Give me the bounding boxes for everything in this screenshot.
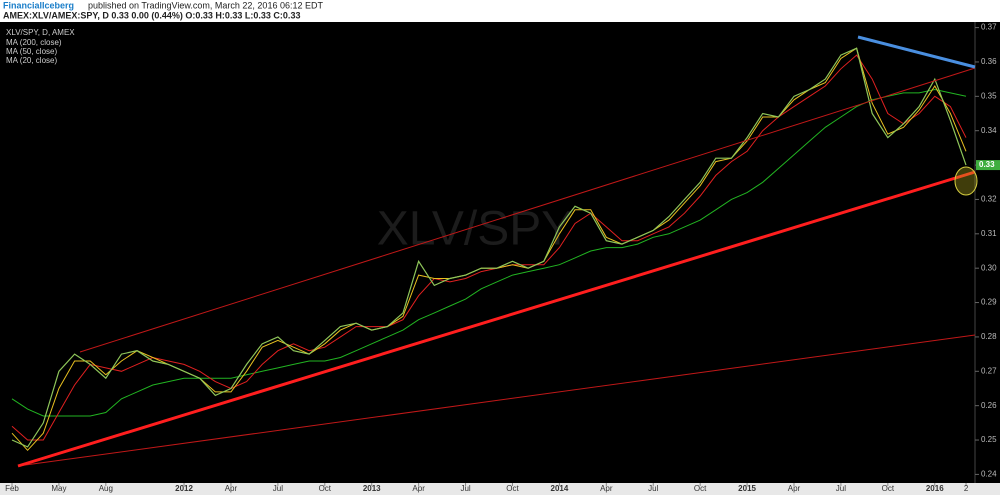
plot-area	[0, 22, 1000, 483]
x-tick-label: Oct	[319, 484, 332, 493]
y-tick-label: 0.36	[981, 57, 997, 66]
x-tick-label: Aug	[99, 484, 113, 493]
published: published on TradingView.com, March 22, …	[88, 0, 323, 10]
y-tick-label: 0.29	[981, 298, 997, 307]
x-tick-label: 2012	[175, 484, 193, 493]
ma-line	[11, 54, 967, 441]
header-bar	[0, 0, 1000, 22]
legend-entry: MA (50, close)	[6, 47, 57, 56]
y-tick-label: 0.34	[981, 126, 997, 135]
quote: AMEX:XLV/AMEX:SPY, D 0.33 0.00 (0.44%) O…	[3, 10, 300, 20]
y-tick-label: 0.35	[981, 91, 997, 100]
y-tick-label: 0.32	[981, 195, 997, 204]
y-tick-label: 0.37	[981, 23, 997, 32]
x-tick-label: 2015	[738, 484, 756, 493]
x-tick-label: Oct	[694, 484, 707, 493]
y-tick-label: 0.26	[981, 401, 997, 410]
legend-entry: MA (200, close)	[6, 38, 62, 47]
x-tick-label: Jul	[836, 484, 846, 493]
trend-line	[17, 170, 976, 468]
x-tick-label: Feb	[5, 484, 19, 493]
x-tick-label: 2	[964, 484, 969, 493]
x-tick-label: May	[51, 484, 66, 493]
ma-line	[11, 88, 967, 417]
x-axis-bar	[0, 483, 1000, 495]
x-tick-label: 2016	[926, 484, 944, 493]
price-line	[11, 47, 967, 448]
x-tick-label: Oct	[506, 484, 519, 493]
chart-title: XLV/SPY, D, AMEX	[6, 28, 75, 37]
y-tick-label: 0.30	[981, 263, 997, 272]
trend-line	[79, 67, 976, 353]
x-tick-label: Apr	[600, 484, 613, 493]
y-tick-label: 0.24	[981, 470, 997, 479]
trend-line	[17, 334, 976, 467]
highlight	[954, 166, 978, 196]
watermark: XLV/SPY	[377, 203, 574, 256]
x-tick-label: Apr	[788, 484, 801, 493]
x-tick-label: 2014	[551, 484, 569, 493]
x-tick-label: 2013	[363, 484, 381, 493]
x-tick-label: Jul	[273, 484, 283, 493]
y-tick-label: 0.31	[981, 229, 997, 238]
last-price-box	[976, 160, 1000, 171]
legend-entry: MA (20, close)	[6, 56, 57, 65]
trend-line	[857, 35, 976, 69]
last-price-label: 0.33	[979, 160, 995, 169]
x-tick-label: Jul	[460, 484, 470, 493]
x-tick-label: Oct	[882, 484, 895, 493]
y-tick-label: 0.28	[981, 332, 997, 341]
x-tick-label: Apr	[225, 484, 238, 493]
author[interactable]: FinancialIceberg	[3, 0, 74, 10]
x-tick-label: Jul	[648, 484, 658, 493]
y-tick-label: 0.27	[981, 366, 997, 375]
x-tick-label: Apr	[412, 484, 425, 493]
y-tick-label: 0.25	[981, 435, 997, 444]
